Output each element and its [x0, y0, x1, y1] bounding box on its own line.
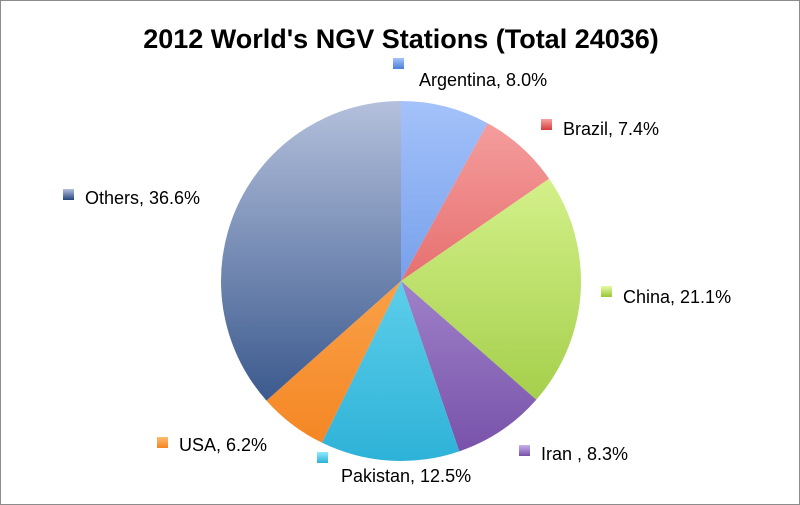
legend-marker	[157, 437, 168, 448]
pie-slice-china	[401, 178, 581, 400]
legend-marker	[601, 286, 612, 297]
legend-marker	[63, 189, 74, 200]
data-label: Others, 36.6%	[85, 188, 200, 208]
legend-marker	[317, 452, 328, 463]
legend-marker	[519, 445, 530, 456]
data-label: Argentina, 8.0%	[419, 70, 547, 90]
data-label: Iran , 8.3%	[541, 444, 628, 464]
data-label: China, 21.1%	[623, 287, 731, 307]
data-label: Pakistan, 12.5%	[341, 466, 471, 486]
pie-slice-usa	[266, 281, 401, 443]
legend-marker	[393, 58, 404, 69]
pie-slice-brazil	[401, 123, 550, 281]
pie-slice-others	[221, 101, 401, 401]
legend-marker	[541, 119, 552, 130]
data-label: Brazil, 7.4%	[563, 119, 659, 139]
pie-slice-iran	[401, 281, 537, 452]
chart-title: 2012 World's NGV Stations (Total 24036)	[143, 24, 659, 54]
data-label: USA, 6.2%	[179, 435, 267, 455]
pie-slice-argentina	[401, 101, 488, 281]
pie-slice-pakistan	[321, 281, 460, 462]
